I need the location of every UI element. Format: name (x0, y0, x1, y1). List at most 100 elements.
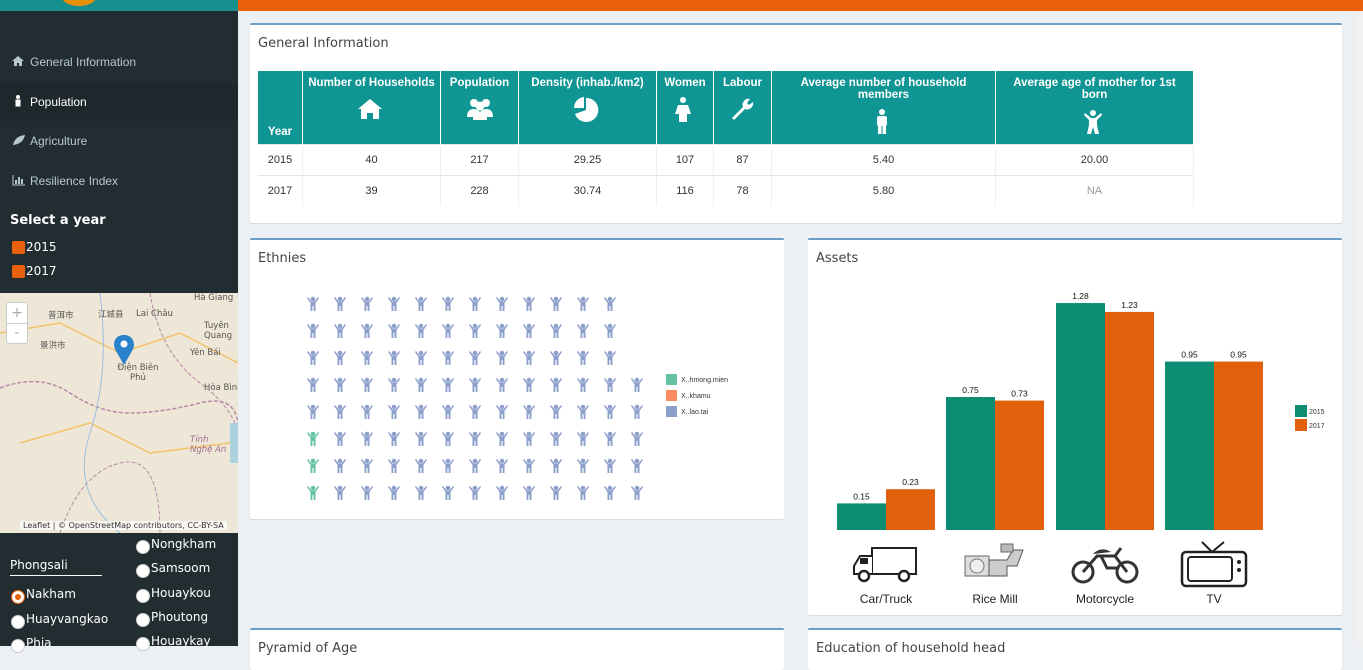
map[interactable]: + - Hà Giang 普洱市 江城县 Lai Châu Tuyên Quan… (0, 293, 238, 533)
icon-body (361, 297, 373, 311)
person-icon (415, 350, 427, 365)
icon-head (499, 485, 505, 491)
person-icon (361, 485, 373, 500)
person-icon (334, 485, 346, 500)
person-icon (442, 404, 454, 419)
icon-head (607, 350, 613, 356)
person-icon (442, 350, 454, 365)
icon-head (418, 404, 424, 410)
icon-body (577, 378, 589, 392)
icon-body (388, 432, 400, 446)
menu-item[interactable]: Resilience Index (0, 162, 238, 200)
icon-head (526, 377, 532, 383)
person-icon (334, 323, 346, 338)
icon-head (553, 296, 559, 302)
map-label: Điện Biên Phủ (117, 363, 159, 383)
icon-head (391, 296, 397, 302)
icon-body (442, 297, 454, 311)
person-icon (442, 323, 454, 338)
menu-item[interactable]: General Information (0, 43, 238, 81)
icon-body (631, 459, 643, 473)
icon-head (472, 458, 478, 464)
table-cell: 78 (713, 175, 772, 206)
person-icon (334, 404, 346, 419)
column-icon (573, 97, 598, 122)
column-icon (675, 97, 691, 122)
column-header: Labour (713, 71, 772, 145)
zoom-out[interactable]: - (14, 325, 20, 341)
icon-body (577, 459, 589, 473)
legend-label: 2017 (1309, 423, 1325, 430)
column-label: Average age of mother for 1st born (1013, 77, 1176, 101)
person-icon (550, 485, 562, 500)
icon-head (499, 377, 505, 383)
person-icon (496, 377, 508, 392)
map-label: 景洪市 (40, 341, 66, 351)
checkbox-label: 2017 (26, 264, 57, 278)
radio[interactable] (136, 613, 150, 627)
radio-label: Nongkham (151, 537, 217, 551)
icon-body (496, 297, 508, 311)
radio-label: Nakham (26, 587, 76, 601)
checkbox[interactable] (12, 265, 25, 278)
zoom-in[interactable]: + (7, 303, 27, 324)
bar (1105, 311, 1154, 530)
icon-body (604, 297, 616, 311)
person-icon (577, 431, 589, 446)
radio[interactable] (136, 589, 150, 603)
icon-body (442, 459, 454, 473)
icon-body (604, 486, 616, 500)
column-header: Average age of mother for 1st born (995, 71, 1194, 145)
radio[interactable] (11, 639, 25, 653)
icon-head (418, 296, 424, 302)
icon (13, 135, 25, 145)
icon-body (604, 459, 616, 473)
icon-body (577, 351, 589, 365)
column-header: Density (inhab./km2) (518, 71, 657, 145)
icon-body (361, 486, 373, 500)
asset-icon (853, 547, 917, 583)
icon-head (445, 323, 451, 329)
icon (12, 56, 24, 66)
checkbox[interactable] (12, 241, 25, 254)
icon-body (469, 351, 481, 365)
person-icon (604, 404, 616, 419)
icon-head (526, 458, 532, 464)
icon-body (577, 297, 589, 311)
icon-body (523, 324, 535, 338)
table-cell: 217 (440, 144, 519, 176)
icon-head (472, 323, 478, 329)
table-cell: 40 (302, 144, 441, 176)
map-label: 江城县 (98, 310, 124, 320)
icon-body (523, 459, 535, 473)
person-icon (334, 296, 346, 311)
radio-label: Samsoom (151, 561, 211, 575)
legend-swatch (666, 374, 677, 385)
icon-body (631, 378, 643, 392)
category-label: Rice Mill (972, 592, 1017, 606)
menu-label: Agriculture (30, 134, 88, 148)
icon-head (472, 404, 478, 410)
menu-item[interactable]: Population (0, 83, 238, 121)
person-icon (631, 431, 643, 446)
general-info-panel: General Information Year Number of Househ… (250, 23, 1342, 223)
header-row: Year Number of Households Population Densit… (258, 71, 1194, 145)
radio[interactable] (11, 590, 25, 604)
person-icon (577, 323, 589, 338)
icon-head (445, 377, 451, 383)
icon-body (469, 486, 481, 500)
column-icon (466, 99, 493, 120)
icon-body (496, 405, 508, 419)
legend-swatch (1295, 405, 1307, 417)
icon-head (418, 323, 424, 329)
radio[interactable] (136, 540, 150, 554)
column-label: Women (664, 77, 706, 89)
column-icon (1083, 110, 1102, 134)
person-icon (415, 458, 427, 473)
table-cell: 29.25 (518, 144, 657, 176)
radio[interactable] (11, 615, 25, 629)
radio[interactable] (136, 637, 150, 651)
menu-item[interactable]: Agriculture (0, 122, 238, 160)
radio[interactable] (136, 564, 150, 578)
table-cell: 30.74 (518, 175, 657, 206)
